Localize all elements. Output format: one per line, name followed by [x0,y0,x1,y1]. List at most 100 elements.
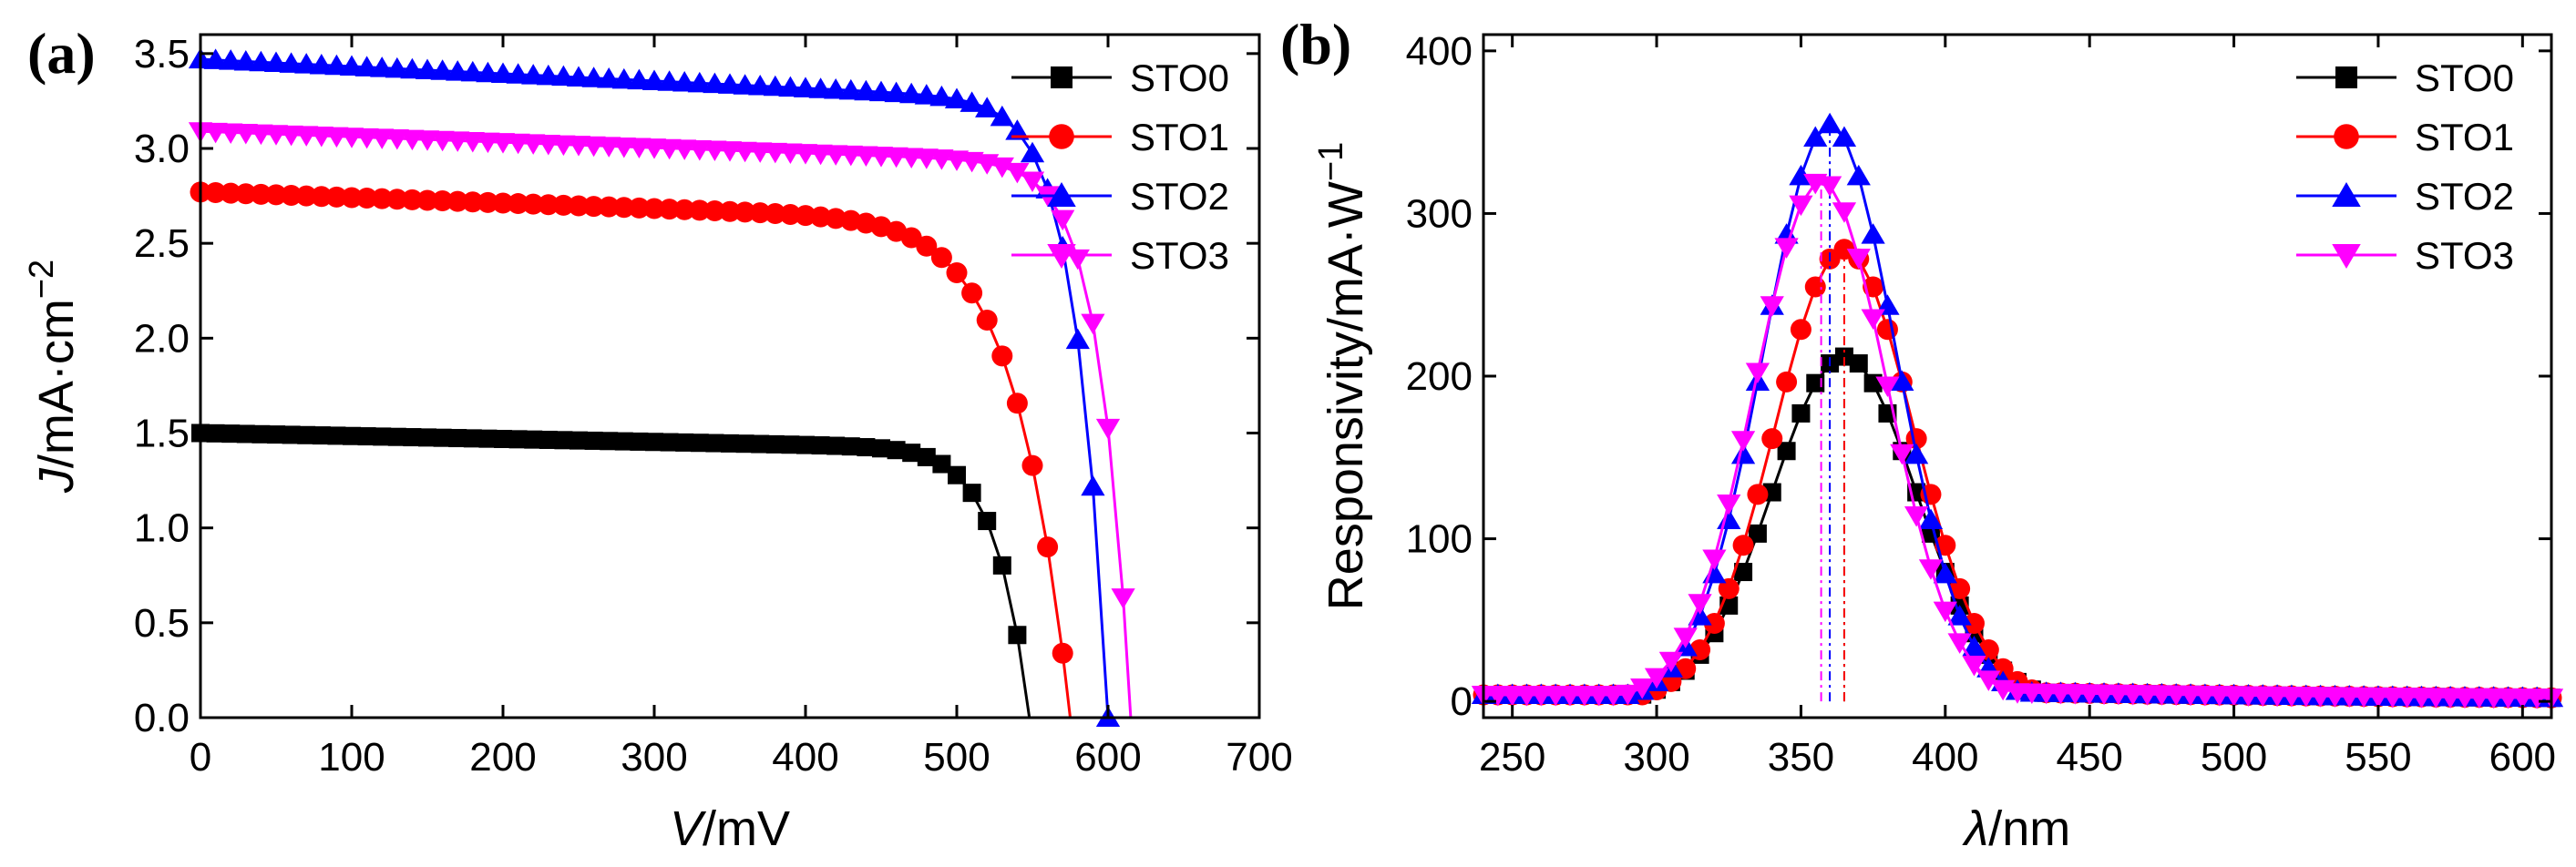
data-point-sto2 [1846,164,1871,186]
data-point-sto1 [1747,484,1769,505]
data-point-sto0 [675,433,694,452]
legend-marker-sto3 [2332,244,2361,269]
data-point-sto0 [600,432,619,451]
data-point-sto2 [1065,328,1090,350]
data-point-sto0 [1734,563,1753,582]
data-point-sto1 [311,186,333,208]
data-point-sto1 [1761,428,1783,450]
data-point-sto1 [628,197,650,219]
data-point-sto0 [948,465,966,484]
data-point-sto1 [205,182,227,204]
x-tick-label: 200 [469,735,536,780]
data-point-sto1 [325,186,347,208]
data-point-sto2 [975,97,1000,117]
legend-label-sto1: STO1 [2415,116,2514,158]
data-point-sto2 [1832,126,1857,148]
panel-b-x-axis-title: λ/nm [1962,801,2071,856]
data-point-sto0 [433,428,452,447]
data-point-sto1 [1718,577,1740,599]
data-point-sto2 [641,69,667,90]
legend-marker-sto1 [1049,124,1074,149]
x-tick-label: 300 [621,735,687,780]
data-point-sto2 [385,56,409,78]
data-point-sto3 [1616,684,1640,706]
data-point-sto3 [1774,238,1799,259]
series-line-sto3 [1483,181,2552,699]
legend-label-sto2: STO2 [2415,175,2514,218]
data-point-sto0 [524,430,543,449]
y-tick-label: 3.0 [134,127,190,171]
data-point-sto3 [1673,627,1698,648]
data-point-sto3 [1962,655,1986,677]
data-point-sto1 [1703,613,1725,635]
data-point-sto3 [990,157,1014,178]
data-point-sto2 [324,54,349,76]
data-point-sto0 [357,427,376,446]
data-point-sto0 [1008,626,1027,645]
data-point-sto3 [1601,686,1626,707]
data-point-sto1 [295,185,317,207]
data-point-sto0 [554,431,573,450]
y-tick-label: 300 [1406,191,1473,236]
data-point-sto1 [371,188,393,209]
data-point-sto2 [1933,562,1957,584]
data-point-sto1 [568,195,590,217]
panel-a-label: (a) [27,21,96,86]
data-point-sto1 [1021,454,1043,476]
x-tick-label: 400 [772,735,838,780]
x-tick-label: 250 [1479,735,1545,780]
y-tick-label: 0.5 [134,601,190,646]
data-point-sto2 [279,52,303,73]
panel-a-plot-area [188,47,1135,727]
data-point-sto3 [1976,670,2001,691]
data-point-sto2 [899,82,924,104]
x-tick-label: 600 [2489,735,2556,780]
data-point-sto1 [1804,276,1826,298]
data-point-sto0 [539,430,558,449]
data-point-sto0 [902,444,921,463]
data-point-sto3 [1730,431,1756,452]
data-point-sto3 [1095,418,1121,440]
data-point-sto3 [1947,633,1972,654]
data-point-sto0 [508,430,528,449]
data-point-sto0 [645,433,663,452]
y-tick-label: 2.5 [134,221,190,266]
data-point-sto0 [992,556,1011,575]
data-point-sto0 [705,434,724,453]
data-point-sto3 [1630,678,1655,699]
data-point-sto0 [811,436,830,455]
data-point-sto3 [1020,171,1045,192]
data-point-sto2 [914,84,939,105]
data-point-sto1 [522,193,544,215]
data-point-sto0 [765,434,785,454]
data-point-sto0 [1791,403,1811,423]
data-point-sto1 [1052,642,1073,664]
series-line-sto2 [1483,122,2552,699]
legend-label-sto0: STO0 [2415,56,2514,99]
data-point-sto1 [961,282,983,304]
data-point-sto2 [717,73,743,94]
data-point-sto2 [1081,474,1105,496]
data-point-sto1 [991,345,1013,367]
data-point-sto0 [781,435,800,454]
x-tick-label: 400 [1912,735,1978,780]
data-point-sto1 [689,199,711,221]
data-point-sto1 [765,203,786,225]
data-point-sto0 [327,426,346,445]
x-tick-label: 0 [190,735,211,780]
data-point-sto0 [751,434,770,454]
data-point-sto2 [627,68,652,90]
data-point-sto2 [430,59,455,80]
x-tick-label: 350 [1768,735,1834,780]
data-point-sto0 [1748,524,1767,543]
data-point-sto3 [1890,444,1914,465]
series-line-sto0 [1483,354,2552,699]
data-point-sto1 [583,196,605,218]
data-point-sto3 [1832,202,1857,223]
data-point-sto2 [838,78,863,100]
data-point-sto1 [416,189,438,211]
x-tick-label: 500 [2201,735,2267,780]
data-point-sto2 [944,87,970,108]
data-point-sto3 [1717,495,1741,515]
